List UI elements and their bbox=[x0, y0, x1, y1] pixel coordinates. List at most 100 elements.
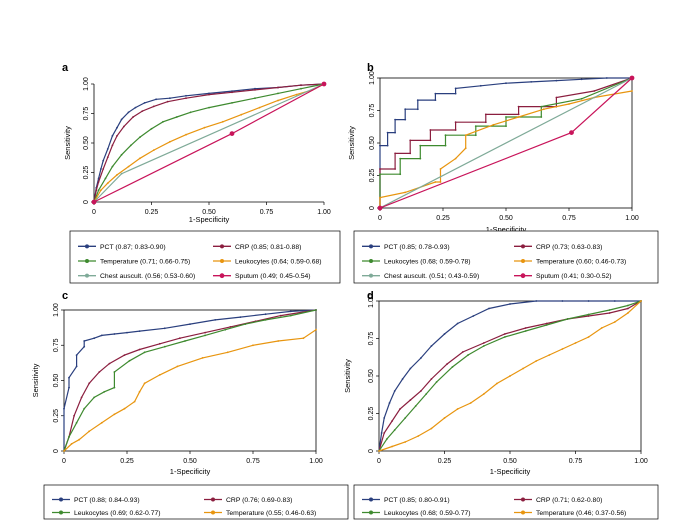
roc-point bbox=[63, 450, 65, 452]
legend-swatch-marker bbox=[85, 244, 89, 249]
legend-entry: CRP (0.71; 0.62-0.80) bbox=[536, 497, 602, 504]
roc-point bbox=[391, 445, 393, 448]
roc-point bbox=[503, 336, 506, 338]
roc-point bbox=[404, 417, 407, 419]
roc-point bbox=[399, 157, 402, 160]
roc-point bbox=[461, 351, 464, 353]
roc-curve-pct bbox=[63, 309, 317, 451]
roc-point bbox=[430, 378, 433, 380]
y-tick-label: 0.50 bbox=[53, 374, 60, 388]
roc-point bbox=[446, 363, 448, 365]
roc-point bbox=[568, 103, 570, 105]
roc-point bbox=[175, 116, 178, 118]
roc-point bbox=[264, 319, 267, 321]
roc-point bbox=[394, 152, 396, 155]
roc-point bbox=[517, 116, 520, 118]
roc-point bbox=[608, 309, 611, 311]
y-axis-label: Sensitivity bbox=[63, 126, 72, 160]
legend-swatch-marker bbox=[59, 497, 63, 502]
roc-point bbox=[91, 199, 97, 205]
roc-point bbox=[78, 438, 80, 441]
legend-swatch-marker bbox=[211, 497, 215, 502]
roc-point bbox=[163, 327, 166, 330]
roc-point bbox=[505, 82, 507, 85]
roc-point bbox=[540, 116, 543, 118]
roc-point bbox=[289, 314, 292, 317]
roc-point bbox=[75, 354, 78, 356]
legend-swatch-marker bbox=[369, 273, 373, 278]
legend-entry: Chest auscult. (0.51; 0.43-0.59) bbox=[384, 273, 479, 280]
roc-point bbox=[88, 430, 91, 433]
panel-a: a 0 0 0.25 0.25 0.50 0.50 0.75 0.75 1.00 1.00 1-Spe… bbox=[62, 62, 341, 284]
x-tick-label: 1.00 bbox=[317, 209, 331, 216]
legend-entry: Temperature (0.71; 0.66-0.75) bbox=[100, 259, 190, 266]
roc-point bbox=[484, 121, 487, 124]
roc-curve-crp bbox=[63, 309, 317, 452]
legend-swatch-marker bbox=[521, 244, 525, 249]
roc-point bbox=[561, 300, 564, 302]
roc-point bbox=[102, 159, 105, 162]
legend-entry: Leukocytes (0.64; 0.59-0.68) bbox=[235, 259, 322, 266]
roc-point bbox=[383, 417, 386, 419]
y-tick-label: 1.00 bbox=[83, 77, 90, 91]
x-tick-label: 0 bbox=[378, 215, 382, 222]
roc-point bbox=[231, 102, 233, 104]
roc-point bbox=[380, 432, 383, 434]
roc-point bbox=[555, 96, 558, 99]
roc-point bbox=[138, 330, 141, 332]
y-tick-label: 0.75 bbox=[83, 107, 90, 121]
legend-box bbox=[43, 484, 349, 520]
y-tick-label: 0.25 bbox=[83, 166, 90, 180]
plot-frame bbox=[63, 309, 317, 452]
roc-point bbox=[474, 125, 477, 127]
roc-point bbox=[404, 441, 407, 443]
roc-point bbox=[139, 157, 141, 160]
roc-point bbox=[454, 129, 457, 131]
roc-point bbox=[143, 102, 146, 104]
roc-point bbox=[127, 111, 130, 114]
roc-point bbox=[640, 300, 642, 302]
roc-point bbox=[524, 327, 527, 329]
panel-letter-d: d bbox=[367, 290, 374, 302]
x-axis-label: 1-Specificity bbox=[486, 225, 527, 234]
roc-point bbox=[496, 382, 498, 385]
roc-point bbox=[627, 304, 629, 307]
roc-point bbox=[127, 165, 130, 168]
roc-point bbox=[208, 106, 210, 109]
roc-point bbox=[143, 351, 146, 354]
roc-point bbox=[454, 87, 457, 90]
roc-point bbox=[443, 333, 446, 335]
roc-point bbox=[83, 407, 86, 410]
roc-point bbox=[561, 348, 564, 350]
roc-point bbox=[451, 366, 454, 368]
roc-point bbox=[254, 97, 256, 100]
x-tick-label: 0.25 bbox=[436, 215, 450, 222]
roc-point bbox=[627, 312, 629, 314]
roc-point bbox=[522, 367, 524, 370]
roc-point bbox=[277, 340, 280, 342]
roc-point bbox=[566, 318, 569, 320]
x-tick-label: 0.25 bbox=[120, 458, 134, 465]
roc-point bbox=[394, 118, 396, 121]
panel-c: c 0 0 0.25 0.25 0.50 0.50 0.75 0.75 1.00 1.00 1-Spe… bbox=[31, 290, 349, 520]
roc-point bbox=[68, 386, 70, 389]
roc-point bbox=[95, 189, 98, 192]
roc-point bbox=[204, 334, 207, 337]
roc-point bbox=[454, 121, 457, 124]
roc-point bbox=[580, 97, 583, 100]
legend-swatch-marker bbox=[85, 273, 89, 278]
y-tick-label: 0.50 bbox=[368, 369, 375, 383]
roc-point bbox=[116, 135, 118, 137]
roc-point bbox=[155, 98, 158, 101]
legend-swatch-marker bbox=[220, 244, 224, 249]
legend-swatch-marker bbox=[369, 259, 373, 263]
roc-point bbox=[97, 177, 100, 180]
roc-point bbox=[116, 126, 118, 129]
roc-point bbox=[80, 396, 83, 399]
roc-point bbox=[295, 93, 298, 96]
y-tick-label: 1.00 bbox=[369, 71, 376, 85]
x-tick-label: 0.75 bbox=[260, 209, 274, 216]
y-tick-label: 0 bbox=[368, 449, 375, 453]
roc-point bbox=[75, 421, 78, 424]
roc-point bbox=[482, 393, 485, 395]
